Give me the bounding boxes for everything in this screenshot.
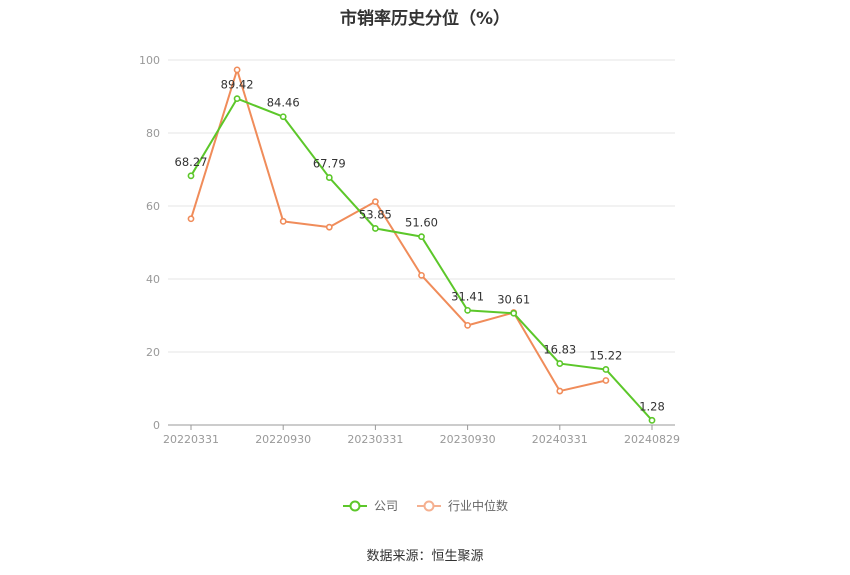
data-label: 30.61 (497, 292, 530, 306)
data-point-industry (418, 271, 425, 279)
data-point-company (464, 306, 471, 314)
data-point-company (648, 416, 656, 424)
legend-company-label: 公司 (373, 499, 398, 513)
data-point-company (602, 366, 610, 373)
legend-company-swatch-icon (342, 500, 367, 511)
data-point-industry (556, 387, 564, 395)
data-point-company (325, 174, 333, 181)
data-point-company (371, 225, 379, 232)
series-line-industry (190, 68, 607, 393)
data-point-industry (279, 217, 287, 225)
data-label: 53.85 (359, 207, 392, 221)
data-point-industry (325, 223, 333, 231)
data-label: 31.41 (451, 289, 484, 303)
data-point-company (418, 233, 425, 241)
data-point-industry (602, 377, 610, 384)
data-label: 67.79 (313, 157, 346, 171)
data-point-company (187, 172, 195, 180)
x-tick-label: 20230331 (347, 433, 403, 446)
data-point-company (510, 309, 518, 317)
y-tick-label: 100 (139, 54, 160, 67)
y-tick-label: 20 (146, 346, 160, 359)
data-source-note: 数据来源：恒生聚源 (366, 549, 484, 564)
data-point-industry (187, 215, 195, 223)
x-tick-label: 20220930 (255, 433, 311, 446)
data-point-company (233, 95, 241, 103)
legend-item-company[interactable]: 公司 (342, 497, 398, 514)
data-label: 1.28 (639, 399, 665, 413)
x-tick-label: 20230930 (440, 433, 496, 446)
chart-title: 市销率历史分位（%） (339, 9, 511, 29)
data-point-industry (371, 198, 379, 206)
data-point-company (279, 113, 287, 121)
data-label: 84.46 (267, 96, 300, 110)
y-tick-label: 40 (146, 273, 160, 286)
data-label: 68.27 (175, 155, 208, 169)
data-label: 51.60 (405, 216, 438, 230)
data-point-industry (464, 321, 471, 329)
legend-industry-label: 行业中位数 (448, 499, 509, 513)
y-tick-label: 80 (146, 127, 160, 140)
legend-industry-swatch-icon (417, 500, 441, 511)
x-tick-label: 20240331 (532, 433, 588, 446)
legend-item-industry-median[interactable]: 行业中位数 (416, 497, 508, 514)
legend: 公司 行业中位数 (0, 497, 850, 514)
x-tick-label: 20220331 (163, 433, 219, 446)
x-tick-label: 20240829 (624, 433, 680, 446)
data-label: 89.42 (221, 78, 254, 92)
data-label: 15.22 (589, 348, 622, 362)
y-tick-label: 0 (153, 419, 160, 432)
data-point-industry (233, 66, 241, 74)
y-tick-label: 60 (146, 200, 160, 213)
data-label: 16.83 (543, 343, 576, 357)
data-point-company (556, 360, 564, 367)
